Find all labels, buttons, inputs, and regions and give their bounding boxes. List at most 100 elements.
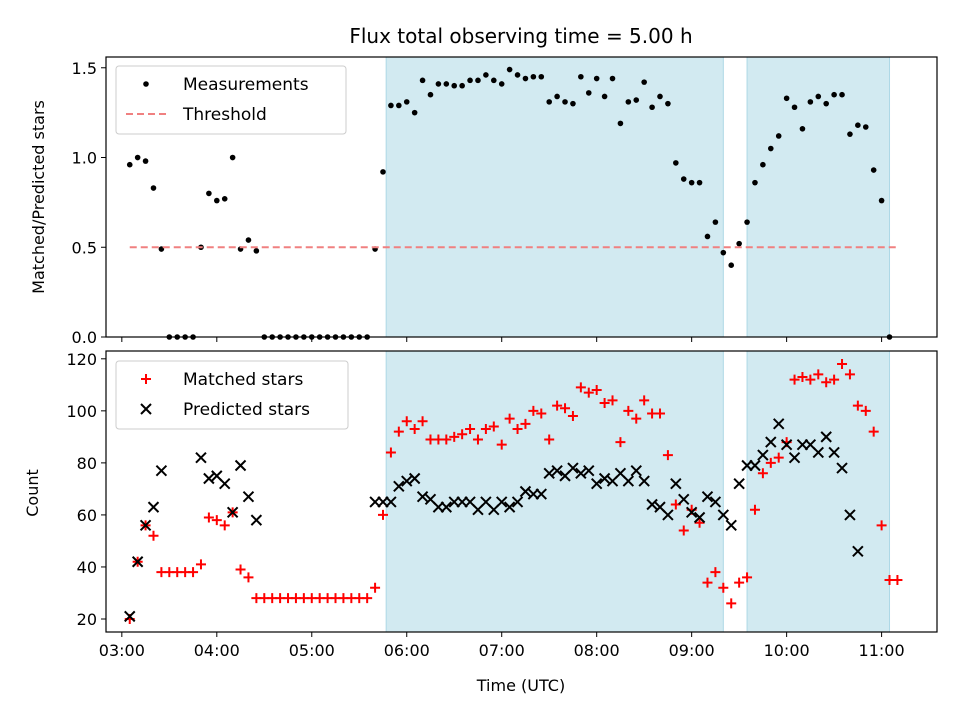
measurement-point <box>601 93 608 100</box>
matched-star-point <box>892 574 903 585</box>
measurement-point <box>134 154 141 161</box>
measurement-point <box>538 73 545 80</box>
legend-label: Predicted stars <box>183 400 310 420</box>
matched-star-point <box>860 405 871 416</box>
predicted-star-point <box>385 496 397 508</box>
matched-star-point <box>852 400 863 411</box>
predicted-star-point <box>852 545 864 558</box>
matched-star-point <box>607 395 618 406</box>
matched-star-point <box>401 416 412 427</box>
matched-star-point <box>409 424 420 435</box>
matched-star-point <box>188 567 199 578</box>
matched-star-point <box>148 530 159 541</box>
measurement-point <box>862 124 869 130</box>
matched-star-point <box>773 452 784 463</box>
top-plot-marks <box>126 66 898 340</box>
predicted-star-point <box>575 467 587 479</box>
predicted-star-point <box>408 472 421 485</box>
y-tick-label: 80 <box>77 454 97 473</box>
predicted-star-point <box>820 431 832 443</box>
bottom-x-axis-label: Time (UTC) <box>476 676 565 695</box>
matched-star-point <box>362 593 373 604</box>
predicted-star-point <box>693 511 706 524</box>
predicted-star-point <box>496 496 508 508</box>
measurement-point <box>728 262 735 269</box>
measurement-point <box>514 72 521 78</box>
measurement-point <box>641 79 647 85</box>
measurement-point <box>665 100 671 107</box>
measurement-point <box>396 102 402 109</box>
measurement-point <box>491 77 497 84</box>
matched-star-point <box>203 512 214 523</box>
y-tick-label: 0.5 <box>72 238 97 257</box>
measurement-point <box>839 91 845 98</box>
predicted-star-point <box>773 418 785 430</box>
measurement-point <box>388 102 394 109</box>
shaded-interval <box>385 350 724 633</box>
matched-star-point <box>742 572 753 583</box>
measurement-point <box>649 104 655 111</box>
matched-star-point <box>583 387 594 398</box>
predicted-star-point <box>622 475 635 487</box>
x-tick-label: 08:00 <box>574 641 620 660</box>
matched-star-point <box>876 520 887 531</box>
matched-star-point <box>813 369 824 380</box>
predicted-star-point <box>733 477 745 490</box>
matched-star-point <box>417 416 428 427</box>
measurement-point <box>419 77 426 84</box>
measurement-point <box>625 99 632 105</box>
matched-star-point <box>655 408 665 419</box>
measurement-point <box>807 99 814 105</box>
matched-star-point <box>718 582 729 593</box>
predicted-star-point <box>535 488 547 500</box>
measurement-point <box>823 100 829 107</box>
chart-title: Flux total observing time = 5.00 h <box>349 24 692 48</box>
x-tick-label: 06:00 <box>384 641 430 660</box>
matched-star-point <box>844 369 855 380</box>
predicted-star-point <box>401 475 413 487</box>
measurement-point <box>609 75 616 82</box>
measurement-point <box>688 179 695 186</box>
matched-star-point <box>591 385 602 396</box>
predicted-star-point <box>670 477 682 490</box>
predicted-star-point <box>155 464 168 477</box>
measurement-point <box>712 219 719 225</box>
measurement-point <box>855 122 861 129</box>
predicted-star-point <box>685 506 698 519</box>
top-axis-ticks: 0.0 0.5 1.0 1.5 <box>72 59 883 347</box>
matched-star-point <box>552 400 563 411</box>
matched-star-point <box>393 426 404 437</box>
matched-star-point <box>370 582 381 593</box>
predicted-star-point <box>567 462 579 474</box>
legend-label: Threshold <box>182 105 267 125</box>
bottom-plot-marks <box>124 359 903 624</box>
y-tick-label: 1.5 <box>72 59 97 78</box>
measurement-point <box>617 120 624 127</box>
measurement-point <box>633 97 640 103</box>
top-axes-frame <box>105 56 938 338</box>
measurement-point <box>815 93 822 100</box>
matched-star-point <box>821 377 832 388</box>
measurement-point <box>435 81 442 87</box>
legend-box <box>115 65 347 135</box>
matched-star-point <box>797 372 808 383</box>
x-tick-label: 09:00 <box>669 641 715 660</box>
measurement-point <box>704 233 711 240</box>
matched-star-point <box>243 572 254 583</box>
measurement-point <box>206 190 212 197</box>
measurement-point <box>870 167 877 173</box>
measurement-point <box>142 158 149 164</box>
bottom-shaded-intervals <box>385 350 891 633</box>
predicted-star-point <box>519 485 532 498</box>
predicted-star-point <box>503 501 516 513</box>
predicted-star-point <box>725 519 737 532</box>
predicted-star-point <box>638 475 650 487</box>
x-tick-label: 05:00 <box>289 641 335 660</box>
predicted-star-point <box>757 449 769 461</box>
matched-star-point <box>378 509 388 520</box>
measurement-point <box>585 90 592 96</box>
legend-box <box>115 360 349 430</box>
predicted-star-point <box>203 472 215 485</box>
matched-star-point <box>480 424 491 435</box>
measurement-point <box>554 93 560 100</box>
